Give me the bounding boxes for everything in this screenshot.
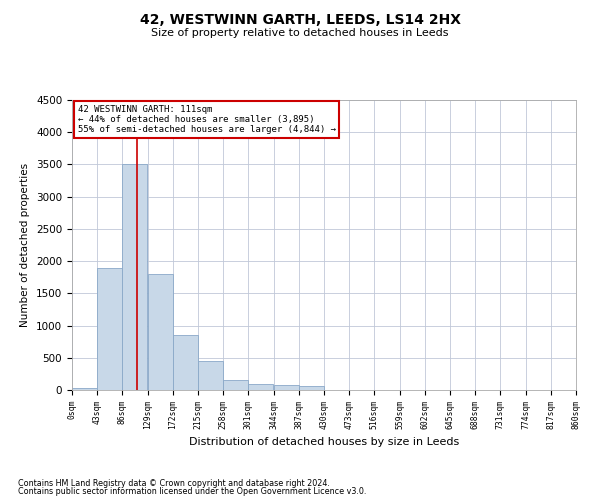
Text: 42, WESTWINN GARTH, LEEDS, LS14 2HX: 42, WESTWINN GARTH, LEEDS, LS14 2HX <box>139 12 461 26</box>
X-axis label: Distribution of detached houses by size in Leeds: Distribution of detached houses by size … <box>189 438 459 448</box>
Bar <box>97 268 122 390</box>
Bar <box>223 380 248 390</box>
Text: Contains public sector information licensed under the Open Government Licence v3: Contains public sector information licen… <box>18 487 367 496</box>
Bar <box>173 335 198 390</box>
Y-axis label: Number of detached properties: Number of detached properties <box>20 163 31 327</box>
Text: Contains HM Land Registry data © Crown copyright and database right 2024.: Contains HM Land Registry data © Crown c… <box>18 478 330 488</box>
Bar <box>148 274 173 390</box>
Bar <box>299 386 324 390</box>
Text: 42 WESTWINN GARTH: 111sqm
← 44% of detached houses are smaller (3,895)
55% of se: 42 WESTWINN GARTH: 111sqm ← 44% of detac… <box>78 104 336 134</box>
Bar <box>122 164 148 390</box>
Bar <box>274 385 299 390</box>
Bar <box>248 384 274 390</box>
Bar <box>72 388 97 390</box>
Text: Size of property relative to detached houses in Leeds: Size of property relative to detached ho… <box>151 28 449 38</box>
Bar <box>198 361 223 390</box>
